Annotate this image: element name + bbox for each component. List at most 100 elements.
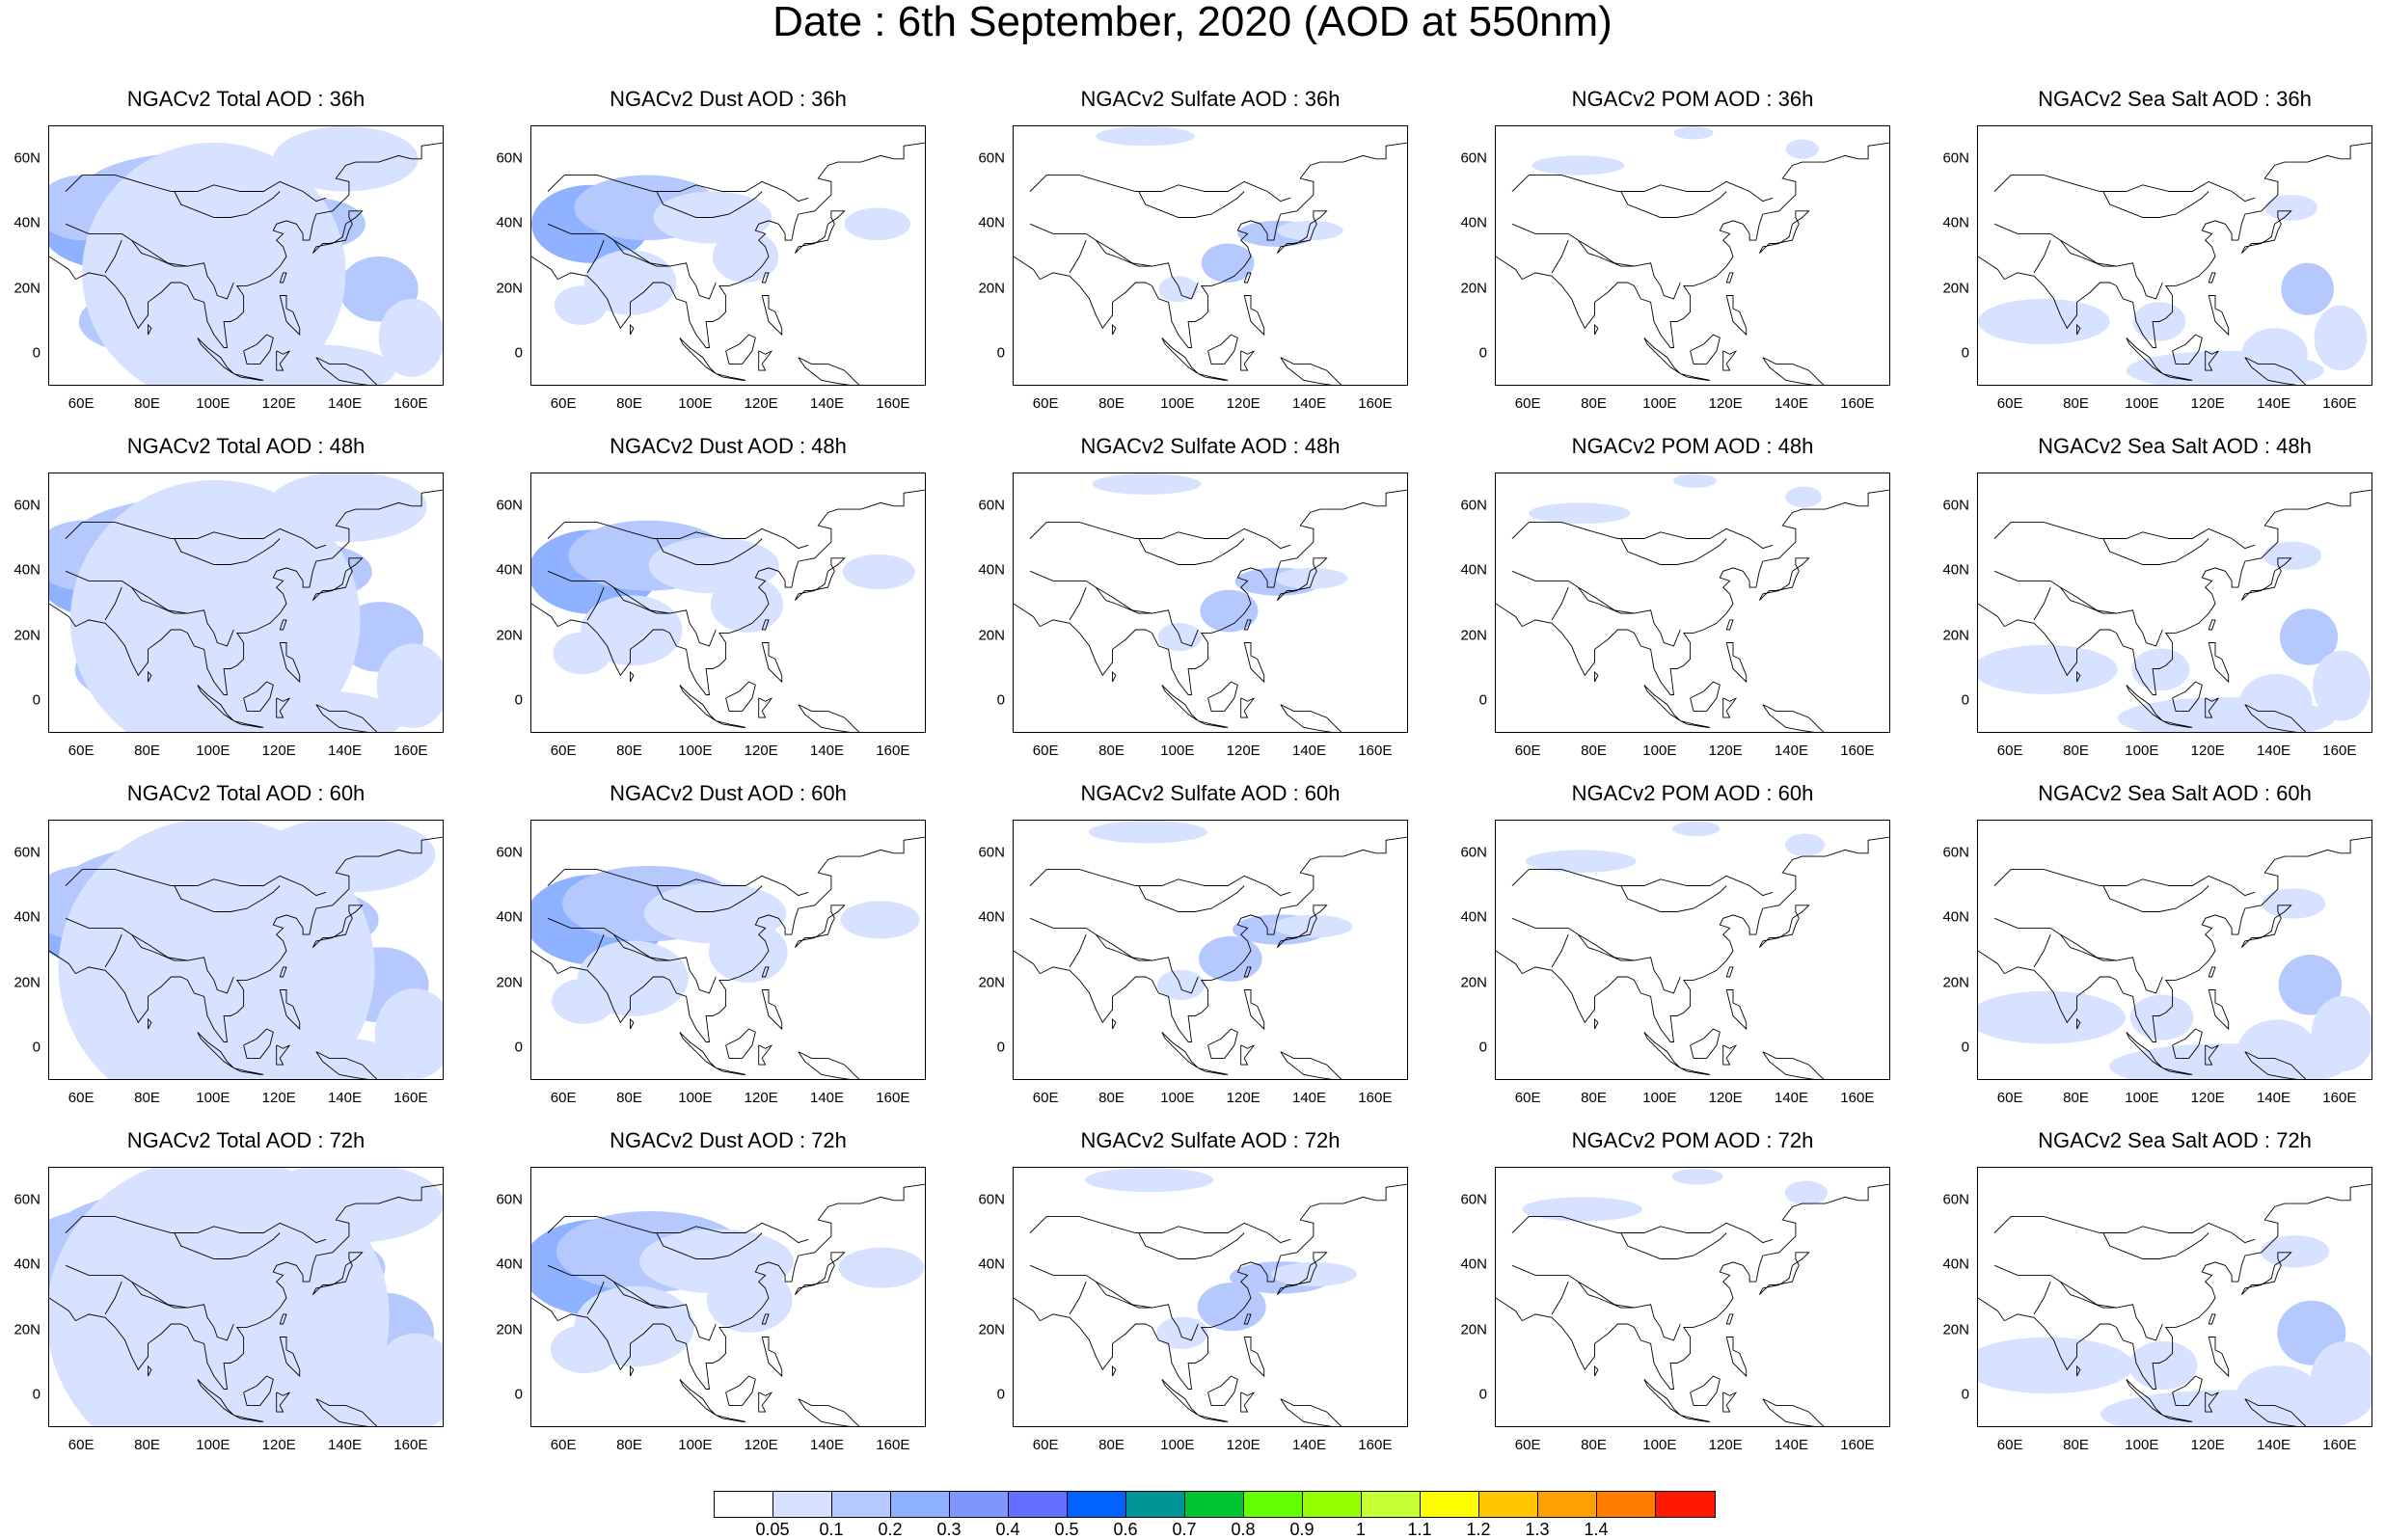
coastline bbox=[276, 697, 290, 718]
coastline bbox=[586, 933, 605, 968]
x-tick-label: 80E bbox=[134, 743, 160, 759]
y-tick-label: 60N bbox=[1460, 1191, 1487, 1208]
aod-map bbox=[1978, 836, 2371, 1079]
aod-region bbox=[209, 1382, 424, 1426]
y-tick-label: 0 bbox=[996, 1386, 1005, 1403]
map-frame bbox=[530, 473, 926, 733]
coastline bbox=[1161, 338, 1199, 374]
x-tick-label: 60E bbox=[1996, 743, 2023, 759]
y-tick-label: 20N bbox=[1942, 1321, 1969, 1338]
coastline bbox=[1643, 685, 1681, 721]
aod-region bbox=[82, 142, 346, 385]
colorbar-label: 1.4 bbox=[1584, 1520, 1609, 1539]
aod-region bbox=[1672, 821, 1721, 837]
x-tick-label: 80E bbox=[1581, 743, 1607, 759]
coastline bbox=[1029, 917, 1199, 994]
coastline bbox=[65, 570, 234, 647]
coastline bbox=[2208, 989, 2230, 1031]
coastline bbox=[1725, 1313, 1734, 1325]
aod-region bbox=[1275, 567, 1348, 589]
x-tick-label: 80E bbox=[616, 395, 642, 412]
coastline bbox=[1069, 1281, 1087, 1315]
x-tick-label: 160E bbox=[1840, 1090, 1875, 1106]
map-frame bbox=[1013, 473, 1408, 733]
x-tick-label: 60E bbox=[1032, 1437, 1059, 1453]
map-panel: NGACv2 Dust AOD : 48h 60N 40N 20N 0 60E 80E 100… bbox=[496, 434, 926, 759]
coastline bbox=[131, 933, 188, 961]
coastline bbox=[1643, 338, 1681, 374]
x-tick-label: 160E bbox=[393, 743, 428, 759]
aod-region bbox=[838, 1247, 925, 1288]
coastline bbox=[1725, 272, 1734, 284]
coastline bbox=[656, 191, 763, 218]
x-tick-label: 140E bbox=[1774, 1090, 1809, 1106]
coastline bbox=[174, 1232, 281, 1259]
y-tick-label: 60N bbox=[978, 1191, 1005, 1208]
aod-region bbox=[372, 1333, 443, 1426]
aod-region bbox=[1978, 644, 2118, 694]
coastline bbox=[1138, 538, 1245, 565]
coastline bbox=[1551, 586, 1569, 621]
map-frame bbox=[530, 820, 926, 1080]
coastline bbox=[1551, 933, 1569, 968]
coastline bbox=[1029, 522, 1291, 550]
colorbar-swatch bbox=[1597, 1492, 1656, 1517]
coastline bbox=[1243, 1313, 1252, 1325]
y-tick-label: 0 bbox=[996, 1039, 1005, 1056]
y-tick-label: 60N bbox=[496, 1191, 523, 1208]
y-tick-label: 40N bbox=[1460, 561, 1487, 579]
map-panel: NGACv2 Dust AOD : 72h 60N 40N 20N 0 60E 80E 100… bbox=[496, 1128, 926, 1453]
coastline bbox=[1243, 1337, 1265, 1378]
coastline bbox=[794, 557, 846, 601]
aod-region bbox=[550, 1324, 619, 1374]
x-tick-label: 140E bbox=[1291, 395, 1327, 412]
colorbar-swatch bbox=[1362, 1492, 1421, 1517]
x-tick-label: 60E bbox=[550, 395, 577, 412]
panel-title: NGACv2 Total AOD : 60h bbox=[126, 781, 366, 805]
colorbar-swatch bbox=[773, 1492, 832, 1517]
aod-region bbox=[1978, 990, 2127, 1044]
aod-region bbox=[273, 126, 419, 192]
coastline bbox=[1069, 586, 1087, 621]
x-tick-label: 100E bbox=[1642, 743, 1677, 759]
y-tick-label: 60N bbox=[14, 497, 41, 514]
coastline bbox=[279, 619, 287, 631]
x-tick-label: 120E bbox=[2190, 1437, 2225, 1453]
coastline bbox=[1276, 210, 1328, 254]
colorbar-swatch bbox=[1126, 1492, 1185, 1517]
coastline bbox=[1029, 1264, 1199, 1341]
aod-map bbox=[1496, 821, 1889, 1079]
y-tick-label: 20N bbox=[978, 974, 1005, 991]
coastline bbox=[716, 373, 746, 381]
coastline bbox=[1207, 334, 1238, 365]
coastline bbox=[794, 905, 846, 948]
coastline bbox=[1243, 642, 1265, 684]
coastline bbox=[65, 1264, 234, 1341]
coastline bbox=[1725, 989, 1748, 1031]
coastline bbox=[1496, 836, 1889, 1042]
x-tick-label: 160E bbox=[2322, 743, 2357, 759]
y-tick-label: 40N bbox=[496, 214, 523, 231]
aod-map bbox=[531, 142, 925, 385]
y-tick-label: 0 bbox=[1478, 691, 1487, 709]
y-tick-label: 20N bbox=[1460, 627, 1487, 644]
y-tick-label: 60N bbox=[1942, 149, 1969, 167]
coastline bbox=[2172, 334, 2203, 365]
map-panel: NGACv2 Dust AOD : 36h 60N 40N 20N 0 60E 80E 100… bbox=[496, 87, 926, 412]
coastline bbox=[1138, 885, 1245, 912]
coastline bbox=[1993, 175, 2256, 203]
aod-region bbox=[1672, 473, 1717, 488]
aod-region bbox=[1785, 139, 1819, 159]
coastline bbox=[1511, 869, 1774, 897]
coastline bbox=[2102, 1232, 2209, 1259]
coastline bbox=[2060, 933, 2117, 961]
coastline bbox=[1758, 1252, 1810, 1295]
coastline bbox=[761, 989, 783, 1031]
colorbar-label: 0.7 bbox=[1172, 1520, 1197, 1539]
x-tick-label: 60E bbox=[550, 743, 577, 759]
map-frame bbox=[48, 820, 444, 1080]
y-tick-label: 0 bbox=[1478, 1039, 1487, 1056]
aod-region bbox=[554, 285, 608, 325]
y-tick-label: 40N bbox=[1460, 908, 1487, 926]
x-tick-label: 60E bbox=[1514, 743, 1541, 759]
